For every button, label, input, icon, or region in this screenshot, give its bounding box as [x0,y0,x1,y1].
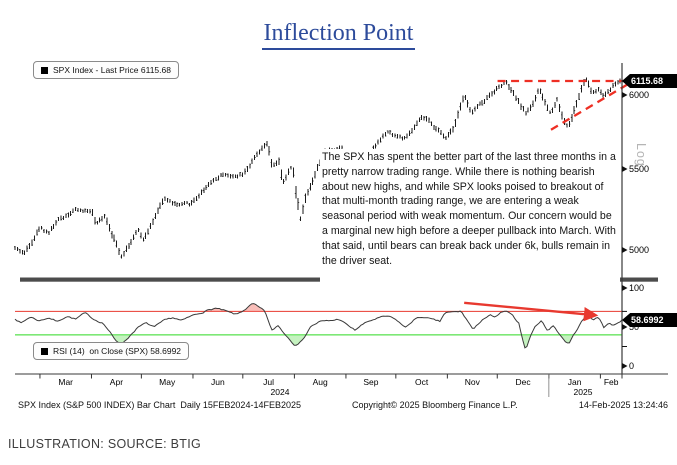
log-scale-label: Log [634,143,648,167]
xtick-may: May [159,377,176,387]
axis-tick-icon [622,285,628,291]
xtick-jul: Jul [263,377,275,387]
title-wrap: Inflection Point [0,20,677,50]
axis-tick-icon [622,165,628,172]
xtick-feb: Feb [603,377,619,387]
xtick-dec: Dec [515,377,531,387]
xtick-aug: Aug [312,377,328,387]
rsi-legend-label: RSI (14) on Close (SPX) 58.6992 [53,346,182,356]
page-title: Inflection Point [261,20,416,50]
source-caption: ILLUSTRATION: SOURCE: BTIG [8,437,202,451]
price-legend: SPX Index - Last Price 6115.68 [33,61,179,79]
axis-tick-icon [622,363,628,369]
xtick-oct: Oct [414,377,429,387]
series-swatch-icon [41,66,48,74]
axis-tick-icon [622,247,628,253]
rsi-ytick-100: 100 [629,283,645,293]
rsi-ytick-50: 50 [629,322,640,332]
price-legend-label: SPX Index - Last Price 6115.68 [53,65,171,75]
xtick-sep: Sep [363,377,379,387]
price-ytick-5000: 5000 [629,245,650,255]
xtick-mar: Mar [58,377,74,387]
dashed-trendline [550,83,629,131]
series-swatch-icon [41,347,48,355]
footer-chart-desc: SPX Index (S&P 500 INDEX) Bar Chart Dail… [18,400,301,410]
footer-timestamp: 14-Feb-2025 13:24:46 [578,400,668,410]
year-label-2025: 2025 [573,387,593,397]
xtick-jun: Jun [211,377,225,387]
rsi-ytick-0: 0 [629,361,635,371]
analyst-annotation: The SPX has spent the better part of the… [320,149,620,287]
rsi-line [14,303,623,349]
axis-tick-icon [622,92,628,99]
price-ytick-5500: 5500 [629,163,650,174]
xtick-nov: Nov [464,377,480,387]
price-ytick-6000: 6000 [629,90,650,101]
xtick-jan: Jan [567,377,582,387]
xtick-apr: Apr [109,377,124,387]
last-price-tag: 6115.68 [622,74,677,88]
rsi-legend: RSI (14) on Close (SPX) 58.6992 [33,342,190,360]
footer-copyright: Copyright© 2025 Bloomberg Finance L.P. [352,400,518,410]
rsi-arrow [464,301,599,322]
year-label-2024: 2024 [270,387,290,397]
rsi-value-tag: 58.6992 [622,313,677,327]
axis-tick-icon [622,324,628,330]
